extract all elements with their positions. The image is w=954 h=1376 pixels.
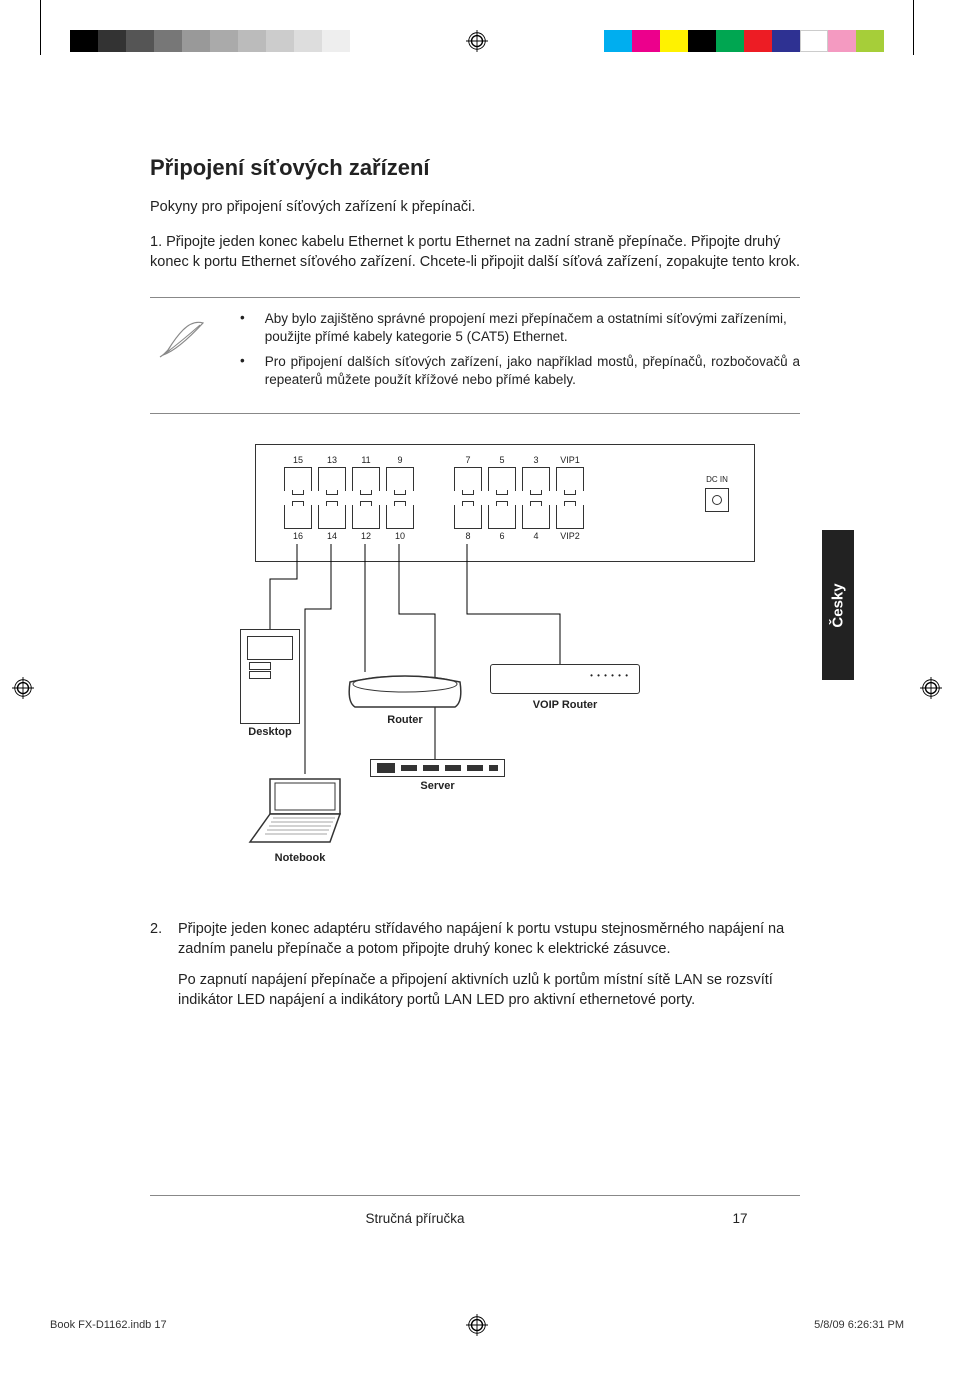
port-label: 3 [522, 455, 550, 465]
dc-in-label: DC IN [705, 475, 729, 484]
note-text: Pro připojení dalších síťových zařízení,… [265, 353, 800, 389]
device-label: Router [345, 714, 465, 726]
meta-file: Book FX-D1162.indb 17 [50, 1319, 167, 1331]
port-label: 15 [284, 455, 312, 465]
language-label: Česky [830, 583, 847, 627]
footer-divider [150, 1195, 800, 1196]
port-label: 10 [386, 531, 414, 541]
port-label: 14 [318, 531, 346, 541]
note-item: Pro připojení dalších síťových zařízení,… [240, 353, 800, 389]
dc-jack-icon [705, 488, 729, 512]
page-footer: Stručná příručka 17 [150, 1211, 800, 1226]
server-device-icon [370, 759, 505, 777]
port-label: VIP2 [556, 531, 584, 541]
note-box: Aby bylo zajištěno správné propojení mez… [150, 297, 800, 414]
device-label: Notebook [250, 852, 350, 864]
note-list: Aby bylo zajištěno správné propojení mez… [240, 310, 800, 395]
port-label: 5 [488, 455, 516, 465]
step-number: 2. [150, 919, 170, 1020]
voip-router-device-icon [490, 664, 640, 694]
step-2-p1: Připojte jeden konec adaptéru střídavého… [178, 919, 800, 960]
port-label: 13 [318, 455, 346, 465]
port-label: 6 [488, 531, 516, 541]
dc-in-port: DC IN [705, 475, 729, 512]
port-label: 11 [352, 455, 380, 465]
grayscale-colorbar [70, 30, 350, 52]
meta-date: 5/8/09 6:26:31 PM [814, 1319, 904, 1331]
intro-text: Pokyny pro připojení síťových zařízení k… [150, 199, 800, 215]
page-heading: Připojení síťových zařízení [150, 155, 800, 181]
note-item: Aby bylo zajištěno správné propojení mez… [240, 310, 800, 346]
router-device-icon [345, 672, 465, 712]
port-label: 7 [454, 455, 482, 465]
step-1: 1. Připojte jeden konec kabelu Ethernet … [150, 233, 800, 272]
footer-title: Stručná příručka [150, 1211, 680, 1226]
crop-mark [913, 0, 914, 55]
port-label: 4 [522, 531, 550, 541]
device-label: VOIP Router [490, 699, 640, 711]
step-2-p2: Po zapnutí napájení přepínače a připojen… [178, 970, 800, 1011]
registration-mark-icon [12, 677, 34, 699]
page-number: 17 [680, 1211, 800, 1226]
port-label: 16 [284, 531, 312, 541]
notebook-device-icon [245, 774, 355, 849]
crop-mark [40, 0, 41, 55]
port-label: 8 [454, 531, 482, 541]
registration-mark-icon [466, 30, 488, 52]
note-text: Aby bylo zajištěno správné propojení mez… [265, 310, 800, 346]
port-label: VIP1 [556, 455, 584, 465]
port-label: 12 [352, 531, 380, 541]
switch-device: 15 13 11 9 7 5 3 VIP1 16 14 12 10 8 [255, 444, 755, 562]
device-label: Desktop [235, 726, 305, 738]
print-metadata: Book FX-D1162.indb 17 5/8/09 6:26:31 PM [50, 1319, 904, 1331]
connection-diagram: 15 13 11 9 7 5 3 VIP1 16 14 12 10 8 [240, 434, 770, 894]
step-2: 2. Připojte jeden konec adaptéru střídav… [150, 919, 800, 1020]
color-colorbar [604, 30, 884, 52]
port-label: 9 [386, 455, 414, 465]
device-label: Server [370, 780, 505, 792]
page-content: Připojení síťových zařízení Pokyny pro p… [150, 155, 800, 1020]
desktop-device-icon [240, 629, 300, 724]
feather-icon [150, 310, 220, 395]
language-tab: Česky [822, 530, 854, 680]
registration-mark-icon [920, 677, 942, 699]
